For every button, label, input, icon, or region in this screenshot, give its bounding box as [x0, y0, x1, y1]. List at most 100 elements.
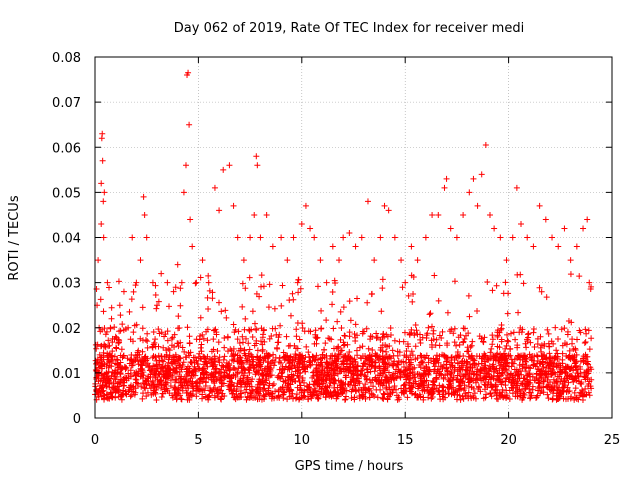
scatter-point	[295, 375, 302, 382]
scatter-point	[571, 353, 578, 360]
scatter-point	[463, 360, 470, 367]
scatter-point	[232, 326, 239, 333]
scatter-point	[405, 343, 412, 350]
scatter-point	[341, 358, 348, 365]
scatter-point	[198, 376, 205, 383]
scatter-point	[496, 391, 503, 398]
scatter-point	[298, 394, 305, 401]
scatter-point	[340, 304, 347, 311]
scatter-point	[398, 359, 405, 366]
scatter-point	[468, 377, 475, 384]
scatter-point	[130, 329, 137, 336]
scatter-point	[358, 234, 365, 241]
scatter-point	[116, 302, 123, 309]
scatter-point	[444, 384, 451, 391]
scatter-point	[172, 376, 179, 383]
scatter-point	[475, 360, 482, 367]
scatter-point	[203, 328, 210, 335]
scatter-point	[185, 385, 192, 392]
scatter-point	[524, 331, 531, 338]
scatter-point	[476, 374, 483, 381]
scatter-point	[239, 280, 246, 287]
scatter-point	[259, 341, 266, 348]
scatter-point	[495, 396, 502, 403]
scatter-point	[488, 345, 495, 352]
scatter-point	[407, 361, 414, 368]
scatter-point	[115, 393, 122, 400]
scatter-point	[526, 385, 533, 392]
scatter-point	[206, 287, 213, 294]
scatter-point	[359, 353, 366, 360]
scatter-point	[183, 379, 190, 386]
scatter-point	[570, 356, 577, 363]
scatter-point	[559, 350, 566, 357]
scatter-point	[181, 348, 188, 355]
scatter-point	[108, 372, 115, 379]
scatter-point	[379, 359, 386, 366]
scatter-point	[494, 327, 501, 334]
scatter-point	[443, 354, 450, 361]
scatter-point	[544, 360, 551, 367]
x-axis-title: GPS time / hours	[295, 459, 404, 474]
scatter-point	[342, 393, 349, 400]
scatter-point	[177, 379, 184, 386]
scatter-point	[251, 320, 258, 327]
scatter-point	[343, 363, 350, 370]
scatter-point	[152, 374, 159, 381]
scatter-point	[225, 382, 232, 389]
scatter-point	[368, 363, 375, 370]
scatter-point	[331, 345, 338, 352]
scatter-point	[293, 391, 300, 398]
scatter-point	[431, 272, 438, 279]
scatter-point	[418, 358, 425, 365]
scatter-point	[337, 387, 344, 394]
scatter-point	[128, 296, 135, 303]
scatter-point	[382, 376, 389, 383]
scatter-point	[175, 313, 182, 320]
scatter-point	[556, 390, 563, 397]
scatter-point	[377, 386, 384, 393]
scatter-point	[582, 385, 589, 392]
scatter-point	[290, 296, 297, 303]
scatter-point	[481, 386, 488, 393]
scatter-point	[504, 331, 511, 338]
scatter-point	[555, 243, 562, 250]
scatter-point	[214, 386, 221, 393]
scatter-point	[435, 211, 442, 218]
scatter-point	[564, 328, 571, 335]
scatter-point	[297, 285, 304, 292]
scatter-point	[417, 336, 424, 343]
scatter-point	[567, 271, 574, 278]
scatter-point	[496, 344, 503, 351]
scatter-point	[104, 359, 111, 366]
scatter-point	[405, 292, 412, 299]
scatter-point	[139, 325, 146, 332]
scatter-point	[313, 391, 320, 398]
scatter-point	[216, 359, 223, 366]
scatter-point	[323, 279, 330, 286]
scatter-point	[586, 392, 593, 399]
scatter-point	[302, 202, 309, 209]
scatter-point	[108, 304, 115, 311]
scatter-point	[310, 381, 317, 388]
scatter-point	[266, 335, 273, 342]
scatter-point	[508, 363, 515, 370]
scatter-point	[334, 355, 341, 362]
scatter-point	[169, 394, 176, 401]
scatter-point	[582, 326, 589, 333]
scatter-point	[152, 390, 159, 397]
scatter-point	[429, 378, 436, 385]
scatter-point	[211, 184, 218, 191]
scatter-point	[458, 380, 465, 387]
scatter-point	[500, 350, 507, 357]
scatter-point	[253, 153, 260, 160]
scatter-point	[545, 395, 552, 402]
scatter-point	[314, 283, 321, 290]
scatter-point	[403, 348, 410, 355]
scatter-point	[428, 357, 435, 364]
scatter-point	[235, 365, 242, 372]
scatter-point	[109, 348, 116, 355]
scatter-point	[331, 384, 338, 391]
scatter-point	[340, 234, 347, 241]
scatter-point	[586, 378, 593, 385]
